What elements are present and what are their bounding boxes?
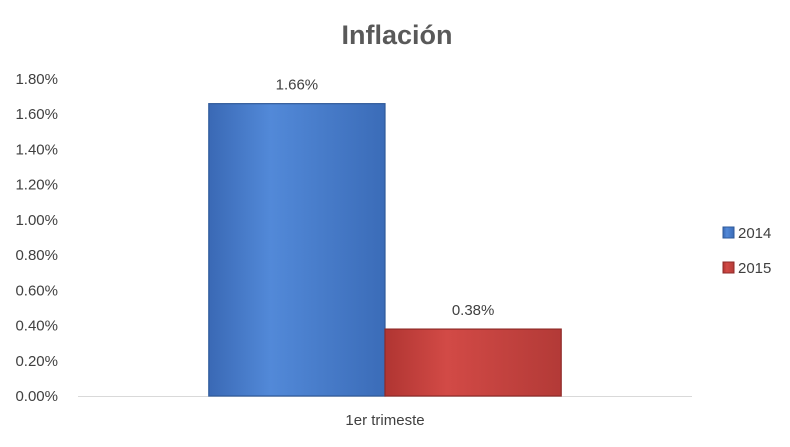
y-tick-label: 1.40% xyxy=(15,141,58,158)
y-tick-label: 0.60% xyxy=(15,282,58,299)
legend-label-2014: 2014 xyxy=(738,225,771,242)
y-tick-label: 0.20% xyxy=(15,353,58,370)
y-tick-label: 1.20% xyxy=(15,177,58,194)
y-tick-label: 1.60% xyxy=(15,106,58,123)
chart-title: Inflación xyxy=(341,20,452,50)
y-tick-label: 0.00% xyxy=(15,388,58,405)
y-tick-label: 1.00% xyxy=(15,212,58,229)
y-tick-label: 0.40% xyxy=(15,318,58,335)
legend-label-2015: 2015 xyxy=(738,260,771,277)
data-label-2015: 0.38% xyxy=(452,302,495,319)
bar-2015 xyxy=(384,328,562,397)
legend-swatch-2014 xyxy=(722,226,735,239)
data-label-2014: 1.66% xyxy=(276,77,319,94)
legend-swatch-2015 xyxy=(722,261,735,274)
y-tick-label: 1.80% xyxy=(15,71,58,88)
y-tick-label: 0.80% xyxy=(15,247,58,264)
bar-2014 xyxy=(208,103,386,397)
x-category-label: 1er trimeste xyxy=(345,412,424,429)
